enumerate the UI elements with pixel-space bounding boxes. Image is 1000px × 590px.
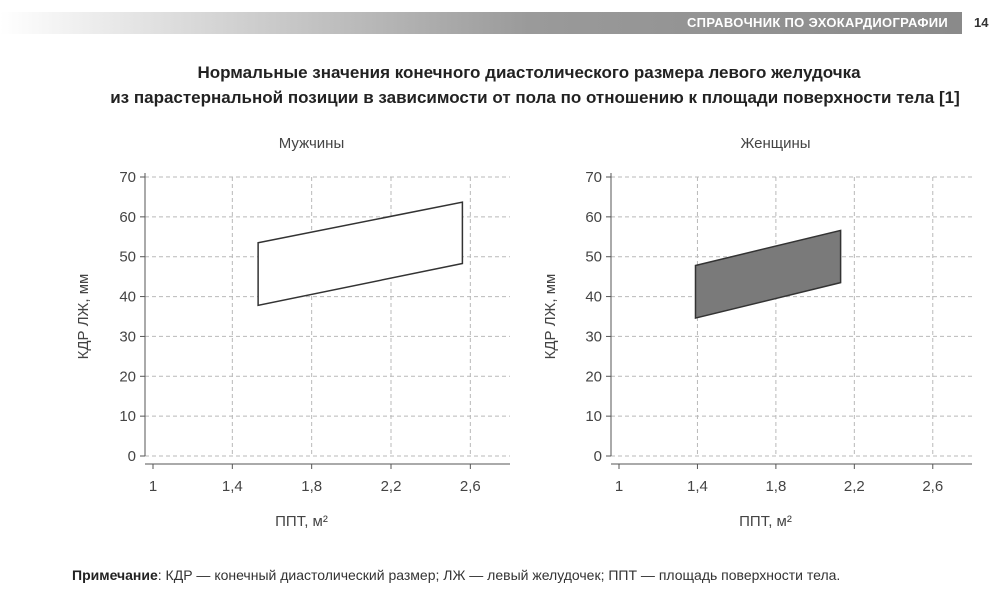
chart-2-x-axis-label: ППТ, м²: [739, 513, 792, 530]
chart-1-y-tick-label: 10: [119, 408, 136, 425]
chart-2-y-tick-label: 50: [585, 249, 602, 266]
chart-2-x-tick-label: 2,6: [922, 478, 943, 495]
footnote: Примечание: КДР — конечный диастолически…: [72, 567, 840, 583]
chart-2-y-tick-label: 10: [585, 408, 602, 425]
chart-1-x-tick-label: 2,2: [381, 478, 402, 495]
title-line-2: из парастернальной позиции в зависимости…: [110, 88, 960, 107]
page-title: Нормальные значения конечного диастоличе…: [0, 60, 1000, 110]
chart-1-title: Мужчины: [279, 135, 344, 152]
chart-2-x-tick-label: 1,4: [687, 478, 708, 495]
chart-1-x-tick-label: 1: [149, 478, 157, 495]
page-number: 14: [974, 15, 989, 30]
chart-2-x-tick-label: 1,8: [765, 478, 786, 495]
footnote-text: : КДР — конечный диастолический размер; …: [157, 567, 841, 583]
chart-1-y-tick-label: 40: [119, 289, 136, 306]
chart-1-x-tick-label: 1,8: [301, 478, 322, 495]
chart-2-x-tick-label: 1: [615, 478, 623, 495]
chart-2-y-tick-label: 30: [585, 328, 602, 345]
chart-1-x-tick-label: 2,6: [460, 478, 481, 495]
chart-2-y-tick-label: 40: [585, 289, 602, 306]
chart-2-y-axis-label: КДР ЛЖ, мм: [542, 274, 559, 360]
chart-2-title: Женщины: [740, 135, 810, 152]
chart-1-y-tick-label: 30: [119, 328, 136, 345]
chart-2-y-tick-label: 70: [585, 169, 602, 186]
running-title: СПРАВОЧНИК ПО ЭХОКАРДИОГРАФИИ: [686, 15, 948, 30]
chart-1-y-axis-label: КДР ЛЖ, мм: [75, 274, 92, 360]
chart-2-y-tick-label: 60: [585, 209, 602, 226]
chart-2-y-tick-label: 20: [585, 368, 602, 385]
chart-1-y-tick-label: 0: [128, 448, 136, 465]
chart-1-y-tick-label: 70: [119, 169, 136, 186]
chart-2-x-tick-label: 2,2: [844, 478, 865, 495]
chart-1-y-tick-label: 20: [119, 368, 136, 385]
chart-2-normal-range-band: [694, 229, 842, 320]
chart-1-x-tick-label: 1,4: [222, 478, 243, 495]
chart-1-y-tick-label: 50: [119, 249, 136, 266]
footnote-label: Примечание: [72, 567, 158, 583]
chart-2-y-tick-label: 0: [594, 448, 602, 465]
chart-1-x-axis-label: ППТ, м²: [275, 513, 328, 530]
title-line-1: Нормальные значения конечного диастоличе…: [197, 63, 861, 82]
chart-1-y-tick-label: 60: [119, 209, 136, 226]
chart-1-normal-range-band: [257, 201, 464, 307]
header-bar: [0, 12, 962, 34]
